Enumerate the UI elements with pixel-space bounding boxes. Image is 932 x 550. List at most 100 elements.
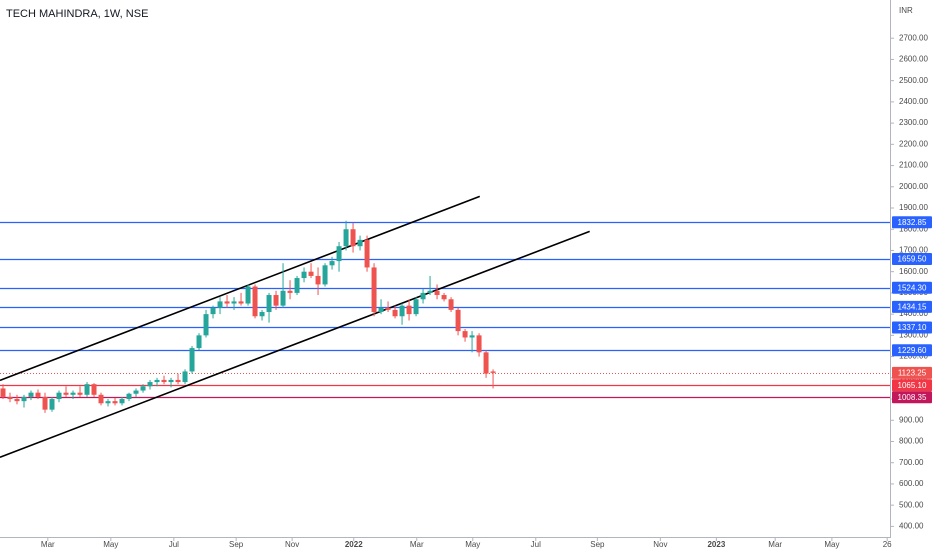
level-price-tag <box>892 253 932 266</box>
y-tick-label: 2200.00 <box>899 139 928 148</box>
candle-body <box>182 371 188 383</box>
candle-body <box>350 229 356 247</box>
candle-body <box>287 290 293 293</box>
y-tick-label: 1300.00 <box>899 330 928 339</box>
candle-body <box>84 384 90 395</box>
y-tick-label: 800.00 <box>899 437 924 446</box>
y-tick-label: 1600.00 <box>899 267 928 276</box>
candle-body <box>385 307 391 310</box>
trend-line <box>0 195 481 382</box>
candle-body <box>56 392 62 400</box>
candle-body <box>133 390 139 394</box>
candle-body <box>63 392 69 395</box>
candle-body <box>175 379 181 383</box>
level-price-tag <box>892 344 932 357</box>
candle-body <box>14 399 20 402</box>
level-price-label: 1434.15 <box>898 302 927 311</box>
candle-body <box>259 312 265 317</box>
candle-body <box>21 396 27 402</box>
candle-body <box>462 331 468 338</box>
candle-body <box>315 275 321 285</box>
y-tick-label: 2100.00 <box>899 161 928 170</box>
candle-body <box>357 239 363 247</box>
candle-body <box>91 384 97 395</box>
x-tick-label: Jul <box>169 540 179 549</box>
candle-body <box>455 309 461 332</box>
candle-body <box>42 396 48 410</box>
y-tick-label: 2000.00 <box>899 182 928 191</box>
y-tick-label: 700.00 <box>899 458 924 467</box>
candle-body <box>378 307 384 313</box>
candle-body <box>301 271 307 279</box>
candle-body <box>140 386 146 391</box>
candle-body <box>203 314 209 336</box>
x-tick-label: Nov <box>285 540 299 549</box>
candle-body <box>119 399 125 404</box>
candle-body <box>210 307 216 315</box>
candle-body <box>322 265 328 285</box>
level-price-label: 1229.60 <box>898 346 927 355</box>
candle-body <box>399 305 405 317</box>
trend-line <box>0 230 590 458</box>
y-tick-label: 1400.00 <box>899 309 928 318</box>
currency-label: INR <box>899 6 913 15</box>
level-price-tag <box>892 379 932 392</box>
candle-body <box>476 335 482 353</box>
candle-body <box>147 382 153 387</box>
candle-body <box>364 239 370 268</box>
candle-body <box>0 388 6 397</box>
candle-body <box>427 290 433 293</box>
candle-body <box>406 305 412 315</box>
candle-body <box>154 379 160 383</box>
y-tick-label: 2400.00 <box>899 97 928 106</box>
x-tick-label: Mar <box>768 540 782 549</box>
x-tick-label: Sep <box>590 540 605 549</box>
candle-body <box>469 335 475 338</box>
y-tick-label: 500.00 <box>899 500 924 509</box>
x-tick-label: Mar <box>41 540 55 549</box>
candle-body <box>448 299 454 310</box>
candle-body <box>77 392 83 395</box>
x-tick-label: 2022 <box>345 540 363 549</box>
candle-body <box>490 371 496 373</box>
candle-body <box>7 396 13 400</box>
candle-body <box>35 392 41 397</box>
level-price-label: 1008.35 <box>898 393 927 402</box>
level-price-tag <box>892 281 932 294</box>
x-tick-label: Jul <box>531 540 541 549</box>
y-tick-label: 1900.00 <box>899 203 928 212</box>
candle-body <box>252 286 258 317</box>
candle-body <box>238 301 244 304</box>
candle-body <box>70 392 76 395</box>
level-price-label: 1065.10 <box>898 381 927 390</box>
candle-body <box>231 301 237 304</box>
candle-body <box>98 394 104 404</box>
candle-body <box>483 352 489 374</box>
candle-body <box>112 401 118 404</box>
candle-body <box>371 267 377 313</box>
level-price-label: 1524.30 <box>898 283 927 292</box>
level-price-tag <box>892 366 932 379</box>
y-tick-label: 2500.00 <box>899 76 928 85</box>
candle-body <box>161 379 167 383</box>
candle-body <box>189 348 195 372</box>
level-price-label: 1659.50 <box>898 255 927 264</box>
chart-title: TECH MAHINDRA, 1W, NSE <box>6 8 148 20</box>
candle-body <box>280 290 286 306</box>
y-tick-label: 2600.00 <box>899 55 928 64</box>
candle-body <box>308 271 314 276</box>
level-price-tag <box>892 216 932 229</box>
candle-body <box>343 229 349 247</box>
candle-body <box>420 292 426 300</box>
candle-body <box>329 261 335 266</box>
x-tick-label: May <box>465 540 480 549</box>
level-price-label: 1123.25 <box>898 368 927 377</box>
y-tick-label: 900.00 <box>899 415 924 424</box>
x-tick-label: May <box>824 540 839 549</box>
y-tick-label: 1700.00 <box>899 246 928 255</box>
candle-body <box>441 295 447 300</box>
x-tick-label: May <box>103 540 118 549</box>
candle-body <box>196 335 202 349</box>
candle-body <box>413 299 419 315</box>
